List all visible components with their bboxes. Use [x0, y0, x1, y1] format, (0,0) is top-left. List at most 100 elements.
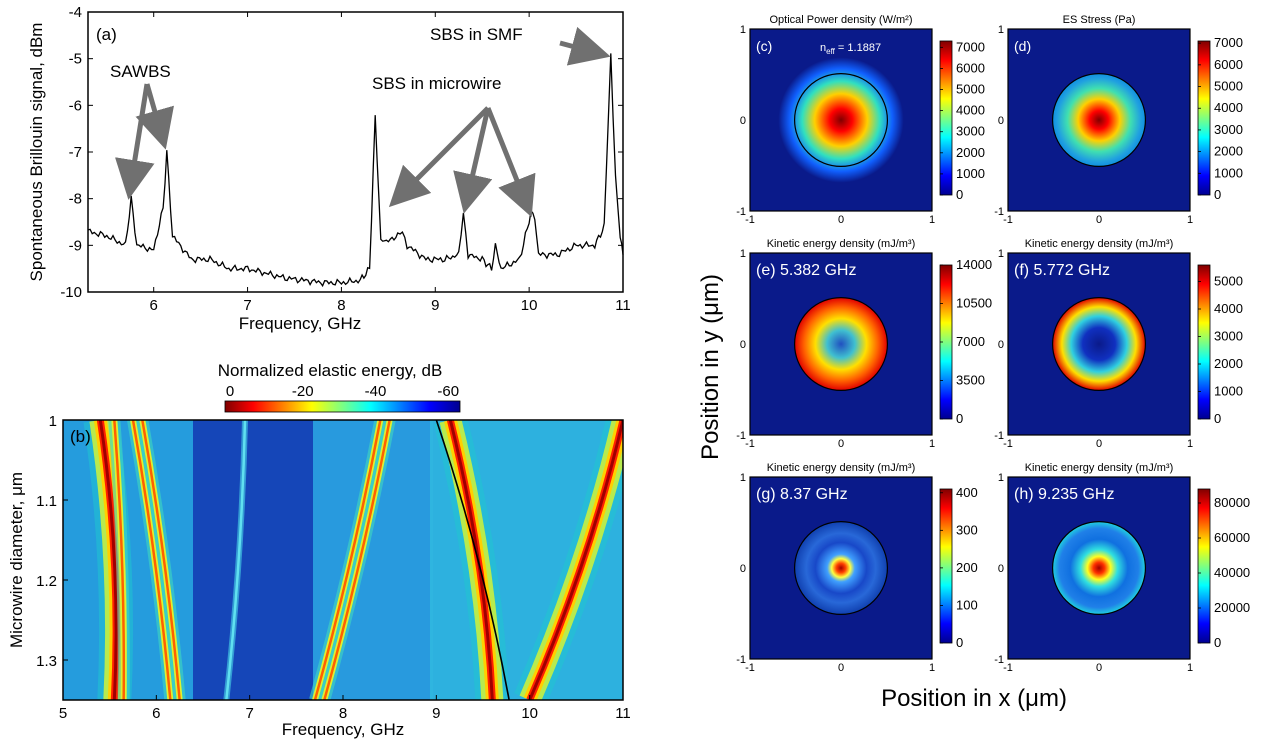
map-colorbar — [1197, 488, 1211, 644]
map-y-tick: 1 — [998, 24, 1004, 36]
colorbar-tick-label: 1000 — [1214, 384, 1243, 399]
arrow-microwire-2 — [453, 107, 493, 214]
map-y-tick: -1 — [994, 430, 1004, 442]
map-x-tick: -1 — [745, 214, 755, 226]
colorbar-tick-label: 4000 — [1214, 301, 1243, 316]
panel-b-heatmap: Normalized elastic energy, dB 0 -20 -40 -60… — [7, 361, 631, 739]
colorbar-tick-label: -20 — [292, 383, 314, 400]
map-colorbar — [939, 488, 953, 644]
y-tick-label: -9 — [69, 237, 82, 254]
x-tick-label: 6 — [152, 705, 160, 722]
annotation-arrows — [115, 26, 611, 218]
colorbar-tick-label: 0 — [956, 411, 963, 426]
map-y-tick: 0 — [740, 339, 746, 351]
map-colorbar — [939, 40, 953, 196]
heatmap-band-2 — [131, 420, 172, 700]
colorbar-tick-label: 0 — [1214, 411, 1221, 426]
map-label: (h) 9.235 GHz — [1014, 486, 1114, 503]
map-x-tick: -1 — [1003, 662, 1013, 674]
colorbar-tick-label: 7000 — [956, 39, 985, 54]
x-tick-label: 11 — [615, 297, 631, 314]
heatmap-bands — [83, 420, 623, 700]
x-tick-label: 11 — [615, 705, 631, 722]
arrow-microwire-1 — [388, 106, 490, 208]
map-y-tick: 0 — [998, 563, 1004, 575]
arrow-microwire-3 — [485, 107, 536, 218]
colorbar-tick-label: 5000 — [1214, 274, 1243, 289]
y-tick-label: -5 — [69, 51, 82, 68]
map-x-tick: -1 — [745, 438, 755, 450]
map-y-tick: -1 — [736, 206, 746, 218]
colorbar-tick-label: 40000 — [1214, 565, 1250, 580]
panel-b-xlabel: Frequency, GHz — [282, 720, 405, 739]
colorbar-tick-label: 6000 — [956, 60, 985, 75]
map-y-tick: 1 — [740, 24, 746, 36]
map-y-tick: -1 — [994, 206, 1004, 218]
colorbar-tick-label: 5000 — [1214, 79, 1243, 94]
neff-subscript: eff — [826, 47, 836, 56]
x-tick-label: 7 — [243, 297, 251, 314]
map-y-tick: 1 — [740, 472, 746, 484]
colorbar-tick-label: 0 — [226, 383, 234, 400]
colorbar-tick-label: 300 — [956, 522, 978, 537]
map-title: ES Stress (Pa) — [1063, 14, 1136, 26]
map-y-tick: 1 — [740, 248, 746, 260]
panel-a-y-ticks: -4 -5 -6 -7 -8 -9 -10 — [60, 4, 623, 301]
mode-profile — [1051, 72, 1147, 168]
colorbar-tick-label: 80000 — [1214, 495, 1250, 510]
neff-note: neff = 1.1887 — [820, 42, 881, 56]
colorbar-horizontal — [224, 400, 461, 413]
colorbar-tick-label: 2000 — [1214, 144, 1243, 159]
colorbar-tick-label: 4000 — [1214, 100, 1243, 115]
panel-a-xlabel: Frequency, GHz — [239, 314, 362, 333]
colorbar-tick-label: 20000 — [1214, 600, 1250, 615]
maps-ylabel: Position in y (μm) — [697, 274, 724, 460]
fiber-boundary — [793, 72, 889, 168]
mode-profile — [793, 520, 889, 616]
map-x-tick: 0 — [1096, 438, 1102, 450]
map-panel-c: Optical Power density (W/m²) (c) neff = 1.… — [736, 14, 985, 226]
maps-xlabel: Position in x (μm) — [881, 685, 1067, 712]
map-panel-f: Kinetic energy density (mJ/m³) (f) 5.772 … — [994, 238, 1243, 450]
map-x-tick: 1 — [929, 662, 935, 674]
colorbar-tick-label: 1000 — [1214, 165, 1243, 180]
map-title: Optical Power density (W/m²) — [769, 14, 912, 26]
x-tick-label: 10 — [521, 705, 538, 722]
colorbar-tick-label: 10500 — [956, 296, 992, 311]
colorbar-tick-label: 0 — [956, 635, 963, 650]
map-y-tick: 0 — [740, 563, 746, 575]
colorbar-tick-label: 3500 — [956, 373, 985, 388]
colorbar-tick-label: 6000 — [1214, 57, 1243, 72]
map-y-tick: -1 — [994, 654, 1004, 666]
colorbar-tick-label: 7000 — [1214, 35, 1243, 50]
mode-profile — [778, 57, 904, 183]
mode-profile — [793, 296, 889, 392]
neff-symbol: n — [820, 42, 826, 54]
panel-a-spectrum: -4 -5 -6 -7 -8 -9 -10 6 7 8 9 10 11 (a) Frequency, … — [27, 4, 631, 333]
colorbar-tick-label: 3000 — [1214, 329, 1243, 344]
colorbar-tick-label: 2000 — [956, 145, 985, 160]
map-y-tick: -1 — [736, 430, 746, 442]
map-x-tick: 0 — [838, 662, 844, 674]
colorbar-tick-label: 5000 — [956, 82, 985, 97]
mode-profile — [1051, 296, 1147, 392]
map-y-tick: 0 — [998, 339, 1004, 351]
x-tick-label: 10 — [521, 297, 538, 314]
map-panel-h: Kinetic energy density (mJ/m³) (h) 9.235 … — [994, 462, 1250, 674]
map-label: (d) — [1014, 38, 1031, 54]
heatmap-band-4 — [225, 420, 247, 700]
map-panel-e: Kinetic energy density (mJ/m³) (e) 5.382 … — [736, 238, 992, 450]
map-y-tick: 1 — [998, 472, 1004, 484]
map-panel-d: ES Stress (Pa) (d) -1-1 0 0 1 1 7000 6000 5000 400… — [994, 14, 1243, 226]
y-tick-label: 1.1 — [36, 493, 57, 510]
colorbar-tick-label: 4000 — [956, 103, 985, 118]
map-x-tick: 0 — [838, 214, 844, 226]
colorbar-tick-label: 100 — [956, 597, 978, 612]
annotation-sawbs: SAWBS — [110, 62, 171, 81]
y-tick-label: 1.3 — [36, 653, 57, 670]
panel-b-x-ticks: 5 6 7 8 9 10 11 — [59, 695, 631, 722]
boundary-curve — [435, 420, 510, 700]
map-label: (c) — [756, 38, 772, 54]
colorbar-title: Normalized elastic energy, dB — [218, 361, 443, 380]
heatmap-band-6 — [323, 420, 391, 700]
